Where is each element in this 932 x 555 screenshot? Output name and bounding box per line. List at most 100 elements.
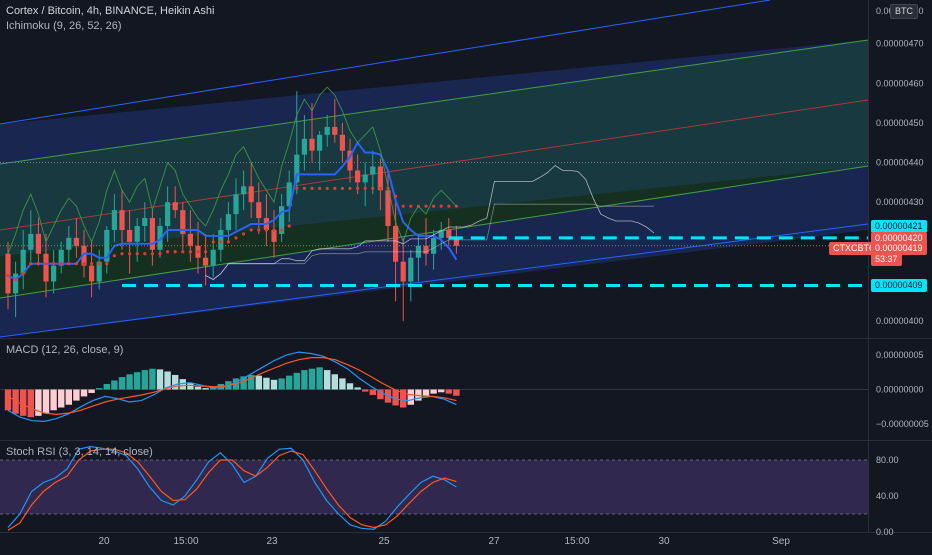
candle-body [271, 229, 277, 242]
kijun-point [371, 186, 375, 190]
kijun-point [112, 254, 116, 258]
macd-histogram-bar [118, 377, 126, 390]
kijun-point [302, 186, 306, 190]
indicator-legend: Ichimoku (9, 26, 52, 26) [6, 20, 122, 32]
kijun-point [340, 186, 344, 190]
stoch-rsi-k-line [7, 445, 457, 530]
candle-body [408, 257, 414, 282]
macd-histogram-bar [156, 369, 164, 390]
candle-body [355, 170, 361, 183]
senkou-span-a [205, 164, 655, 280]
candle-body [233, 194, 239, 215]
macd-histogram-bar [73, 389, 80, 401]
kijun-point [310, 186, 314, 190]
macd-histogram-bar [316, 367, 323, 390]
macd-histogram-bar [141, 370, 148, 390]
kijun-point [211, 240, 215, 244]
kijun-point [356, 186, 360, 190]
last-price-badge: 0.00000420 [871, 232, 927, 245]
rsi-tick-label: 80.00 [876, 455, 899, 465]
kijun-point [158, 252, 162, 256]
time-axis-label: 20 [98, 536, 110, 547]
kijun-point [44, 262, 48, 266]
kijun-point [36, 262, 41, 266]
kijun-point [188, 250, 192, 254]
candle-body [446, 229, 452, 238]
kijun-point [447, 204, 451, 208]
candle-body [187, 233, 193, 246]
macd-histogram-bar [42, 389, 50, 414]
price-tick-label: 0.00000450 [876, 118, 924, 128]
macd-line [7, 351, 457, 423]
candle-body [81, 245, 87, 266]
kijun-point [74, 262, 78, 266]
channel-line-upper [0, 39, 869, 165]
channel-line-bottom [0, 223, 869, 338]
kijun-point [59, 262, 63, 266]
candle-body [180, 210, 186, 234]
kijun-point [166, 250, 170, 254]
candle-body [332, 126, 338, 135]
macd-histogram-bar [453, 389, 460, 396]
candle-body [431, 237, 437, 254]
kijun-point [6, 273, 10, 278]
macd-histogram-bar [164, 371, 171, 390]
stoch-rsi-d-line [7, 448, 457, 531]
kijun-point [181, 250, 185, 254]
candle-body [309, 138, 315, 151]
candle-body [134, 225, 140, 242]
time-axis-label: 30 [658, 536, 670, 547]
kijun-point [401, 204, 405, 208]
macd-histogram-bar [255, 375, 262, 390]
kijun-point [21, 271, 25, 276]
price-tick-label: 0.00000400 [876, 316, 924, 326]
macd-histogram-bar [392, 389, 399, 406]
level-upper-badge: 0.00000421 [871, 220, 927, 233]
kijun-point [204, 250, 208, 254]
macd-histogram-bar [293, 372, 300, 390]
kijun-point [325, 186, 329, 190]
macd-histogram-bar [308, 368, 316, 390]
candle-body [127, 229, 133, 242]
kijun-point [432, 204, 436, 208]
price-tick-label: 0.00000430 [876, 197, 924, 207]
kijun-point [264, 228, 268, 232]
kijun-point [333, 186, 337, 190]
kijun-point [14, 277, 18, 282]
time-axis-label: 15:00 [564, 536, 589, 547]
time-axis-label: 27 [488, 536, 500, 547]
candle-body [66, 237, 72, 250]
macd-legend: MACD (12, 26, close, 9) [6, 344, 124, 356]
kijun-point [29, 262, 33, 266]
candle-body [324, 126, 330, 135]
candle-body [111, 210, 117, 230]
candle-body [210, 249, 216, 266]
currency-badge[interactable]: BTC [890, 4, 918, 19]
macd-histogram-bar [240, 376, 247, 390]
kijun-point [287, 224, 291, 228]
candle-body [347, 150, 353, 171]
macd-histogram-bar [422, 389, 430, 397]
kijun-point [348, 186, 352, 190]
macd-histogram-bar [194, 386, 202, 390]
candle-body [35, 233, 41, 254]
candle-body [393, 225, 399, 262]
candle-body [28, 233, 34, 250]
macd-histogram-bar [400, 389, 407, 408]
chikou-line [7, 86, 457, 254]
time-axis-label: 25 [378, 536, 390, 547]
candle-body [339, 134, 345, 151]
rsi-tick-label: 0.00 [876, 527, 894, 537]
kijun-point [295, 186, 299, 190]
kijun-point [226, 240, 230, 244]
kijun-point [409, 204, 413, 208]
kijun-point [173, 250, 177, 254]
macd-histogram-bar [4, 389, 12, 411]
macd-histogram-bar [134, 372, 141, 390]
macd-histogram-bar [263, 377, 270, 390]
macd-histogram-bar [50, 389, 57, 411]
candle-body [423, 245, 429, 254]
kijun-point [135, 252, 139, 256]
kijun-point [439, 204, 443, 208]
